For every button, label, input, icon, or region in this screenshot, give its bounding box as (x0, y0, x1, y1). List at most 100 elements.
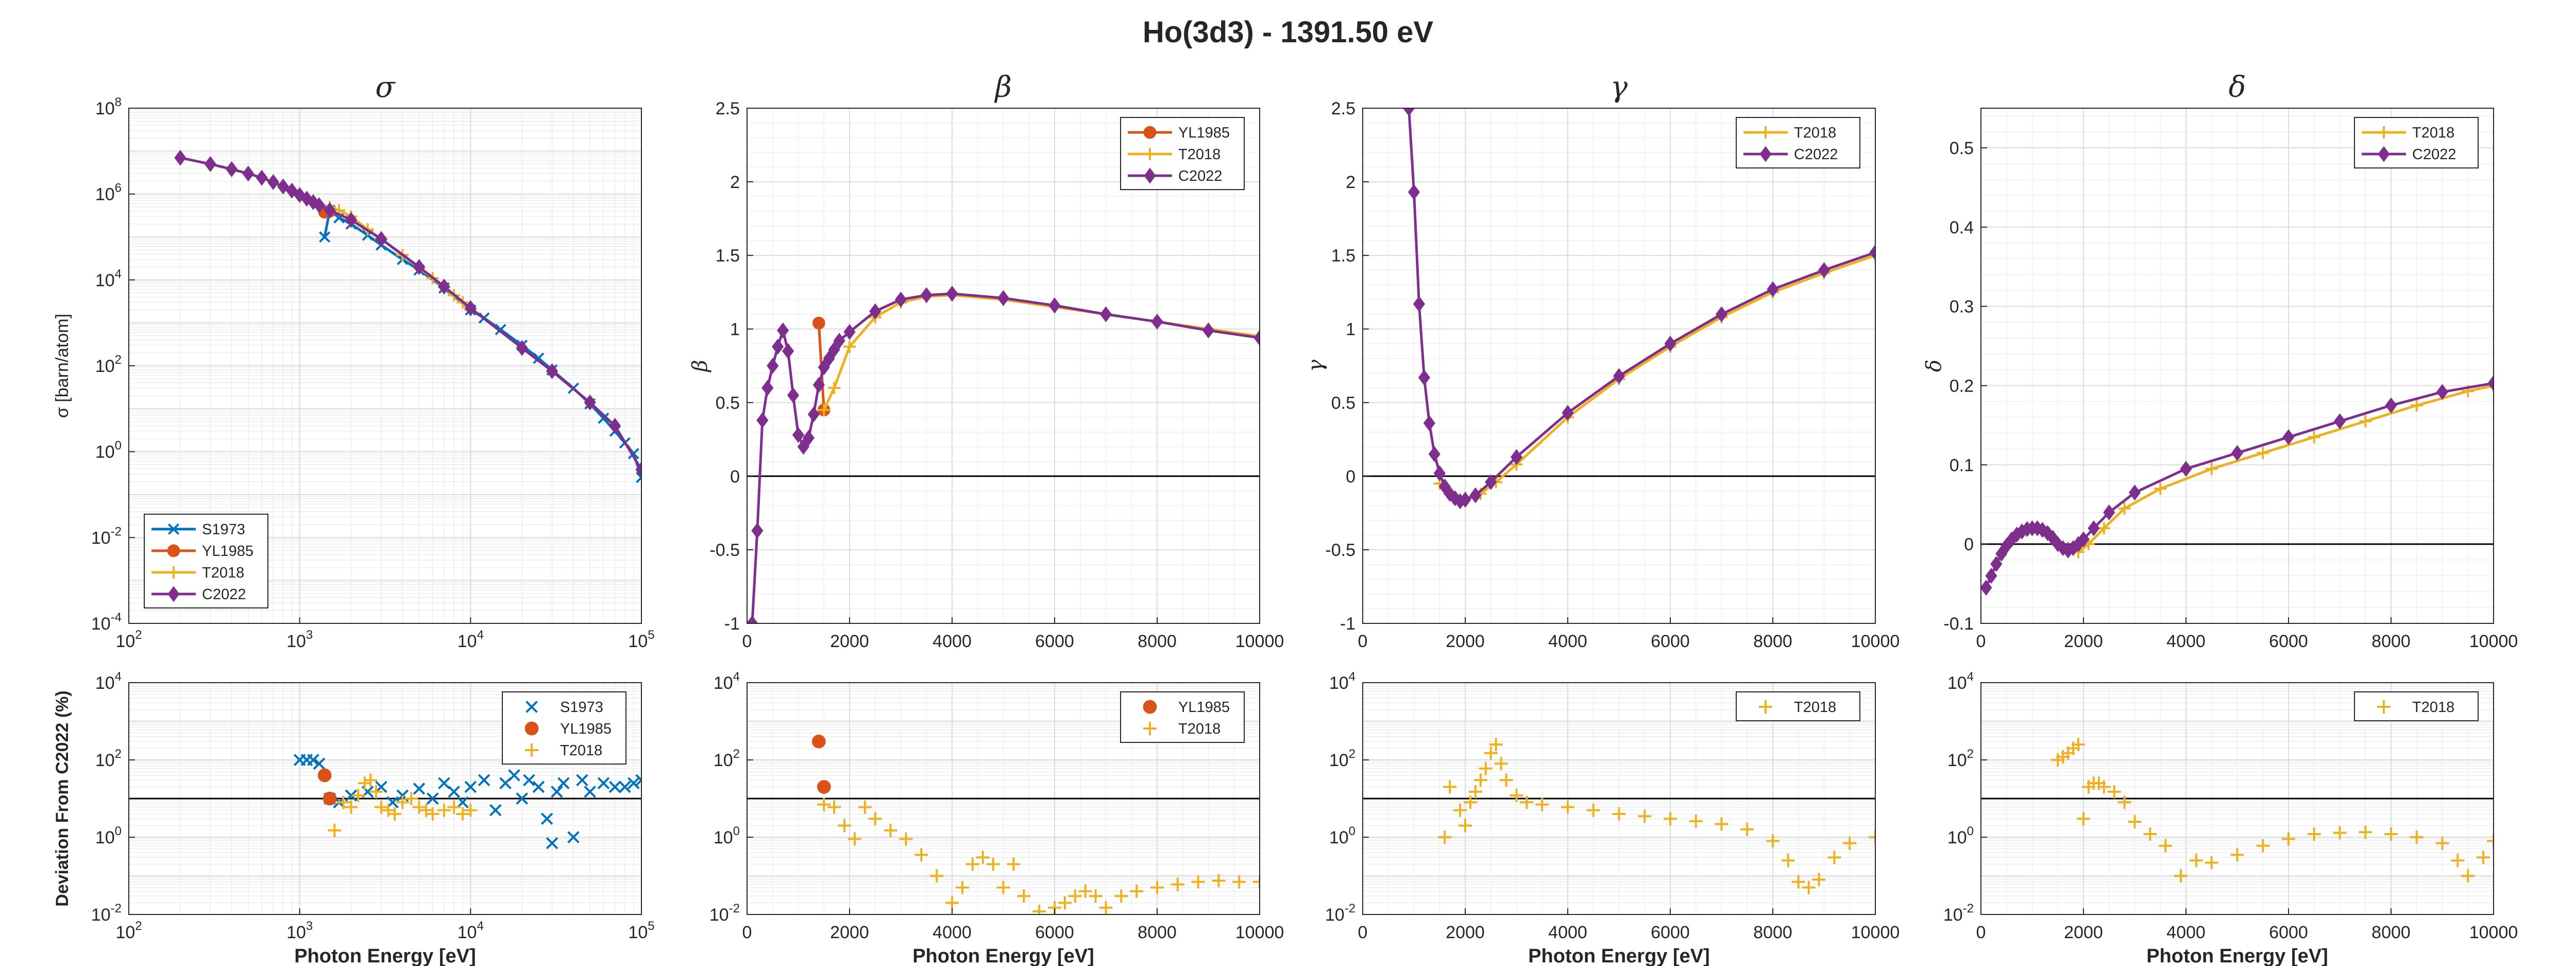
data-point (375, 781, 387, 793)
y-tick-label: 0 (1964, 535, 1974, 554)
legend-marker (167, 523, 180, 535)
legend: S1973 YL1985 T2018 C2022 (144, 514, 268, 608)
data-point (1253, 330, 1260, 346)
legend-entry: S1973 (151, 521, 245, 538)
x-tick-label: 4000 (933, 923, 972, 942)
data-point (817, 798, 831, 811)
x-tick-label: 6000 (2269, 632, 2308, 651)
legend: T2018 (2354, 691, 2479, 721)
x-tick-label: 4000 (933, 632, 972, 651)
data-point (858, 800, 872, 814)
x-tick-label: 8000 (1753, 632, 1792, 651)
data-point (787, 387, 800, 403)
data-point (996, 880, 1010, 894)
legend-entry: T2018 (2362, 125, 2454, 141)
plot-area (1981, 375, 2494, 596)
x-tick-label: 10000 (1235, 923, 1284, 942)
y-tick-label: 2.5 (716, 99, 740, 118)
legend-entry: T2018 (1759, 699, 1836, 716)
y-tick-label: -0.1 (1943, 614, 1974, 634)
data-point (226, 161, 238, 177)
legend-entry: T2018 (1143, 721, 1221, 737)
legend-label: T2018 (1178, 721, 1221, 737)
data-point (2333, 413, 2346, 430)
data-point (478, 774, 490, 787)
data-point (2487, 834, 2494, 848)
y-tick-label: 1.5 (1331, 246, 1355, 266)
series-C2022 (747, 285, 1260, 623)
data-point (751, 522, 764, 539)
legend-marker (2378, 146, 2390, 162)
data-point (2097, 522, 2110, 535)
data-point (1150, 880, 1164, 894)
data-point (1114, 889, 1128, 903)
y-tick-label: 102 (1329, 747, 1355, 770)
data-point (828, 342, 840, 358)
data-point (2410, 399, 2423, 412)
legend-marker (1143, 722, 1157, 735)
data-point (2072, 738, 2086, 752)
x-tick-label: 0 (1358, 923, 1368, 942)
data-point (375, 231, 387, 247)
data-point (2257, 447, 2269, 460)
data-point (899, 832, 913, 846)
data-point (267, 174, 279, 190)
y-tick-label: 0.5 (1950, 139, 1974, 158)
data-point (807, 406, 820, 422)
data-point (1453, 803, 1467, 817)
legend-entry: C2022 (2362, 146, 2456, 163)
data-point (1489, 738, 1503, 752)
data-point (1990, 556, 2003, 572)
y-axis-label: γ (1304, 360, 1328, 372)
data-point (747, 615, 758, 623)
data-point (2461, 869, 2475, 883)
data-point (1812, 873, 1826, 887)
grid (128, 108, 641, 624)
x-tick-label: 4000 (2166, 923, 2206, 942)
data-point (1443, 780, 1457, 794)
legend-marker (1759, 146, 1772, 162)
x-tick-label: 10000 (2469, 923, 2518, 942)
data-point (843, 340, 856, 353)
data-point (1827, 851, 1841, 865)
x-tick-label: 8000 (2371, 632, 2411, 651)
legend-entry: YL1985 (524, 721, 612, 737)
data-point (976, 851, 990, 865)
data-point (1032, 905, 1046, 914)
y-tick-label: 1 (1346, 320, 1355, 340)
data-point (1510, 789, 1523, 803)
data-point (823, 350, 835, 367)
data-point (456, 807, 470, 821)
legend-marker (2378, 126, 2390, 139)
data-point (838, 819, 852, 833)
legend-label: YL1985 (560, 721, 612, 737)
data-point (277, 178, 290, 195)
data-point (1562, 404, 1574, 421)
data-point (1740, 822, 1754, 836)
legend: S1973 YL1985 T2018 (502, 691, 626, 765)
x-tick-label: 4000 (1548, 923, 1587, 942)
data-point (2487, 375, 2494, 392)
data-point (2077, 812, 2090, 826)
data-point (1253, 875, 1260, 889)
data-point (848, 832, 861, 846)
data-point (1484, 746, 1498, 760)
series-T2018 (2051, 738, 2494, 883)
data-point (597, 777, 610, 789)
data-point (426, 792, 439, 805)
legend-box (1736, 691, 1860, 721)
y-tick-label: 0.5 (716, 393, 740, 413)
y-tick-label: -1 (724, 614, 740, 634)
data-point (1520, 795, 1534, 809)
data-point (336, 795, 350, 809)
legend-entry: YL1985 (151, 543, 253, 560)
data-point (2159, 839, 2173, 853)
legend: T2018 C2022 (1736, 117, 1860, 168)
data-point (1017, 889, 1031, 903)
y-axis-label: σ [barn/atom] (53, 314, 72, 418)
panel-title: γ (1611, 71, 1628, 104)
data-point (797, 438, 810, 455)
legend-label: T2018 (2412, 699, 2454, 716)
x-tick-label: 10000 (2469, 632, 2518, 651)
legend-label: YL1985 (1178, 125, 1230, 141)
